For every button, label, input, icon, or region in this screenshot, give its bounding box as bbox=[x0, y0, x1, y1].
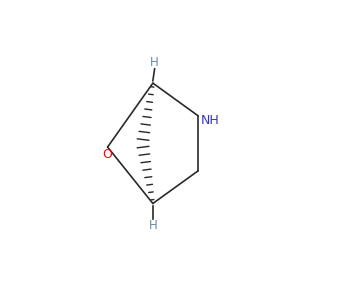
Text: H: H bbox=[148, 219, 157, 232]
Text: NH: NH bbox=[201, 114, 220, 127]
Text: H: H bbox=[150, 56, 159, 69]
Text: O: O bbox=[102, 148, 113, 161]
